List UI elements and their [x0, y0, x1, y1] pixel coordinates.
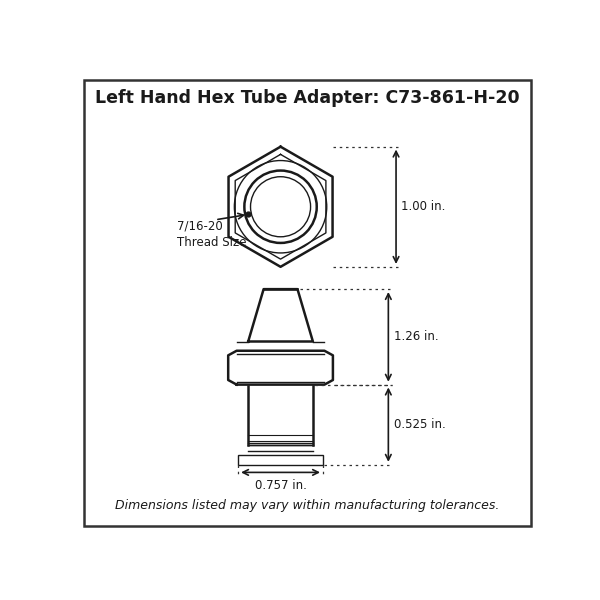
- Text: 1.00 in.: 1.00 in.: [401, 200, 446, 213]
- Text: 1.26 in.: 1.26 in.: [394, 331, 439, 343]
- Text: 0.757 in.: 0.757 in.: [254, 479, 307, 491]
- Text: 0.525 in.: 0.525 in.: [394, 418, 445, 431]
- Text: 7/16-20
Thread Size: 7/16-20 Thread Size: [176, 220, 246, 249]
- Bar: [238, 455, 323, 464]
- Text: Left Hand Hex Tube Adapter: C73-861-H-20: Left Hand Hex Tube Adapter: C73-861-H-20: [95, 89, 520, 107]
- Text: Dimensions listed may vary within manufacturing tolerances.: Dimensions listed may vary within manufa…: [115, 499, 500, 512]
